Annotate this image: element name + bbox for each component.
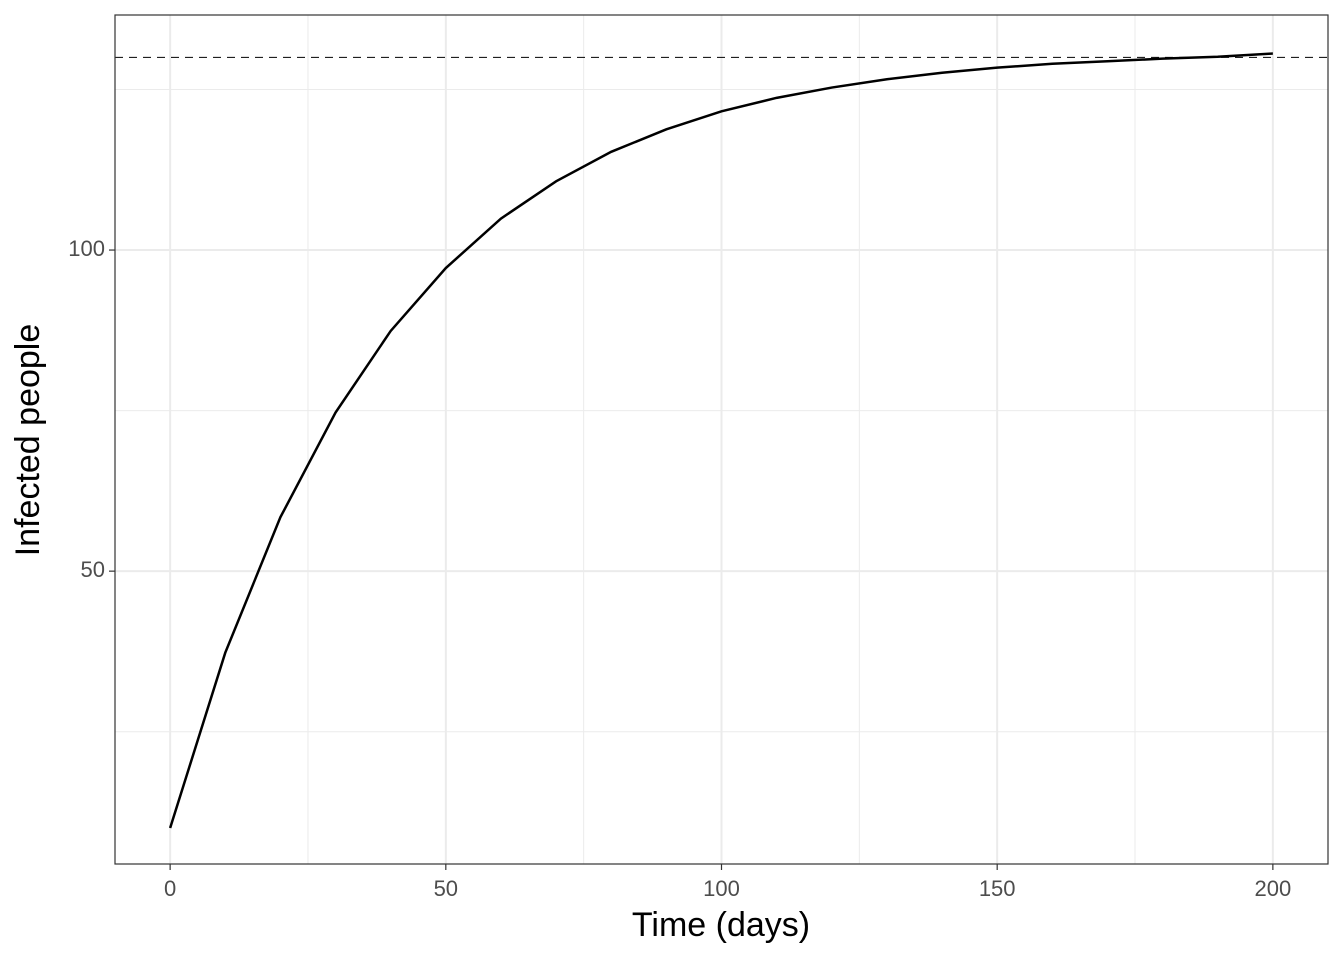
plot-border — [114, 14, 1329, 865]
x-axis-title: Time (days) — [632, 906, 810, 944]
y-tick-label: 100 — [68, 236, 105, 261]
x-tick-label: 100 — [703, 876, 740, 901]
x-tick-label: 200 — [1255, 876, 1292, 901]
line — [168, 52, 1273, 829]
x-tick-label: 0 — [164, 876, 176, 901]
y-axis-title: Infected people — [9, 324, 47, 557]
y-tick-label: 50 — [81, 557, 105, 582]
x-tick-label: 150 — [979, 876, 1016, 901]
x-tick-label: 50 — [434, 876, 458, 901]
